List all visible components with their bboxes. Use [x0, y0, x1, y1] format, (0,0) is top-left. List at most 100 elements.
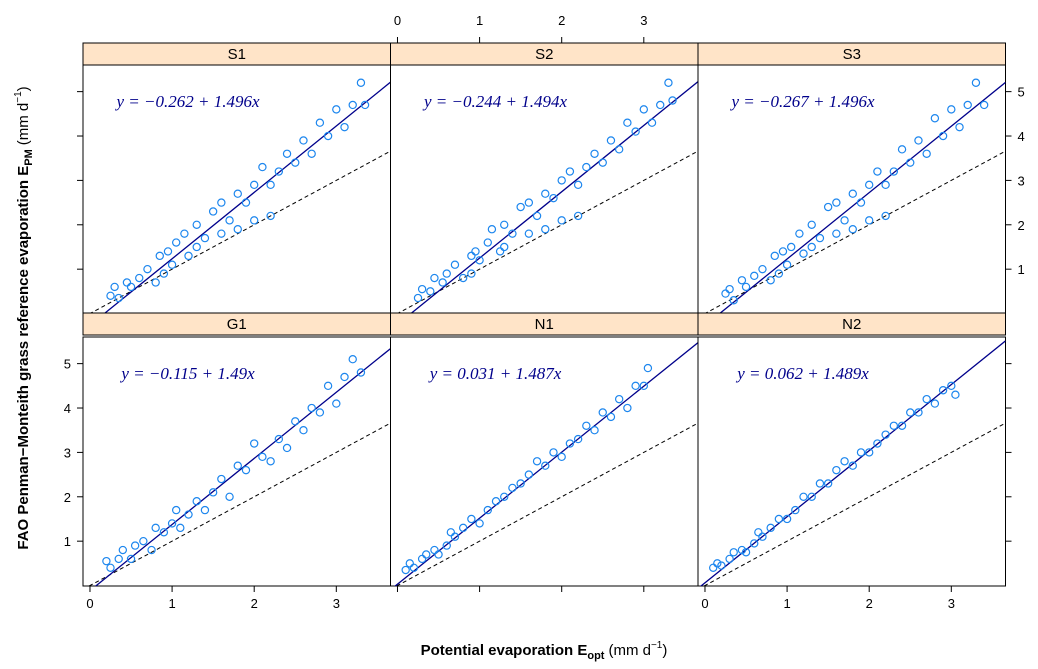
point [192, 242, 201, 252]
point [766, 276, 775, 285]
point [315, 408, 325, 417]
point [266, 457, 275, 466]
point [815, 233, 825, 243]
equation: y = −0.244 + 1.494x [422, 92, 567, 111]
point [614, 394, 624, 404]
point [881, 180, 890, 190]
point [282, 443, 292, 453]
point [307, 403, 316, 413]
point [114, 554, 123, 564]
point [110, 282, 119, 292]
point [668, 96, 677, 105]
x-tick-label: 2 [558, 13, 565, 28]
point [118, 545, 128, 555]
point [864, 448, 874, 457]
point [458, 523, 468, 533]
y-axis-label: FAO Penman−Monteith grass reference evap… [13, 86, 35, 549]
point [171, 505, 181, 515]
point [106, 291, 115, 301]
point [323, 381, 333, 391]
point [483, 505, 492, 515]
point [450, 532, 460, 541]
x-tick-label: 3 [333, 596, 340, 611]
point [737, 276, 747, 285]
point [299, 136, 308, 145]
point [782, 260, 792, 269]
panel [699, 340, 1006, 586]
point [180, 229, 189, 238]
x-tick-label: 3 [948, 596, 955, 611]
point [340, 122, 349, 132]
x-tick-label: 0 [394, 13, 401, 28]
point [446, 528, 456, 537]
point [167, 519, 177, 528]
point [442, 269, 451, 278]
point [524, 198, 534, 207]
point [864, 216, 874, 225]
point [467, 514, 476, 524]
equation: y = 0.031 + 1.487x [428, 364, 562, 383]
panel [88, 78, 391, 314]
panel-title: N1 [535, 316, 554, 333]
point [266, 211, 275, 221]
point [590, 426, 599, 435]
point [516, 479, 525, 488]
panel [703, 78, 1006, 314]
point [922, 149, 931, 158]
point [922, 394, 931, 404]
panel [394, 342, 698, 586]
point [315, 118, 325, 127]
point [184, 251, 193, 261]
point [541, 461, 550, 470]
point [475, 256, 484, 265]
point [557, 176, 566, 185]
point [664, 78, 673, 87]
point [200, 233, 210, 243]
point [832, 198, 841, 207]
point [217, 198, 226, 207]
regression-line [699, 340, 1006, 586]
point [708, 563, 718, 573]
point [495, 247, 505, 256]
point [422, 550, 431, 559]
point [848, 189, 857, 198]
point [241, 465, 251, 475]
point [573, 180, 583, 190]
point [139, 536, 148, 546]
point [106, 563, 115, 573]
one-to-one-line [703, 422, 1006, 586]
point [930, 399, 940, 408]
regression-line [718, 81, 1006, 314]
point [500, 492, 509, 501]
point [171, 238, 181, 247]
point [573, 211, 583, 221]
point [122, 278, 132, 287]
panel-title: S2 [535, 46, 553, 63]
point [614, 145, 624, 154]
x-tick-label: 2 [866, 596, 873, 611]
point [500, 242, 509, 252]
point [914, 408, 923, 417]
point [729, 296, 738, 305]
y-tick-label: 1 [1018, 262, 1025, 277]
point [889, 421, 899, 430]
point [155, 251, 164, 261]
panel [395, 78, 698, 314]
point [208, 207, 218, 216]
y-tick-label: 4 [1018, 129, 1025, 144]
regression-line [94, 348, 391, 586]
point [938, 131, 948, 141]
point [951, 390, 960, 399]
point [192, 497, 201, 506]
point [508, 229, 517, 238]
point [549, 193, 558, 203]
point [417, 284, 427, 294]
point [487, 225, 497, 234]
point [233, 225, 242, 234]
point [947, 105, 956, 114]
point [508, 483, 517, 493]
y-tick-label: 3 [64, 445, 71, 460]
panel [88, 348, 391, 586]
point [770, 251, 779, 261]
